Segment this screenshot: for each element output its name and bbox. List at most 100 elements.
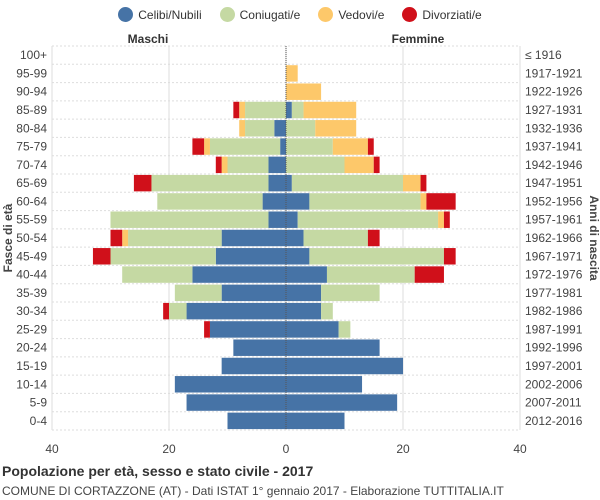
bar-female-nubili xyxy=(286,229,304,247)
legend-item-divorziati: Divorziati/e xyxy=(402,7,482,22)
x-tick-label: 20 xyxy=(396,442,410,456)
bar-male-celibi xyxy=(268,211,286,228)
bar-male-celibi xyxy=(274,120,286,137)
birth-year-label: 1952-1956 xyxy=(525,194,583,208)
bar-female-coniugate xyxy=(309,248,444,265)
bar-male-coniugati xyxy=(128,229,222,247)
header-femmine: Femmine xyxy=(392,32,445,46)
age-group-label: 35-39 xyxy=(16,286,47,300)
bar-female-vedove xyxy=(315,120,357,137)
bar-female-vedove xyxy=(286,83,322,100)
bar-female-coniugate xyxy=(286,138,333,155)
birth-year-label: 2012-2016 xyxy=(525,414,583,428)
bar-female-divorziate xyxy=(426,193,456,210)
age-group-label: 55-59 xyxy=(16,213,47,227)
bar-female-nubili xyxy=(286,284,322,302)
chart-title: Popolazione per età, sesso e stato civil… xyxy=(2,463,314,479)
age-group-label: 50-54 xyxy=(16,231,47,245)
age-group-label: 90-94 xyxy=(16,85,47,99)
legend: Celibi/Nubili Coniugati/e Vedovi/e Divor… xyxy=(0,7,600,22)
age-group-label: 45-49 xyxy=(16,249,47,263)
birth-year-label: 1972-1976 xyxy=(525,268,583,282)
bar-female-nubili xyxy=(286,412,345,430)
bar-male-celibi xyxy=(221,229,286,247)
bar-male-celibi xyxy=(233,339,286,356)
bar-female-coniugate xyxy=(338,321,351,338)
legend-label-divorziati: Divorziati/e xyxy=(422,7,482,22)
birth-year-label: 1927-1931 xyxy=(525,103,583,117)
age-group-label: 80-84 xyxy=(16,121,47,135)
bar-male-coniugati xyxy=(245,101,286,119)
birth-year-label: 1932-1936 xyxy=(525,121,583,135)
bar-male-divorziati xyxy=(163,302,169,320)
bar-female-coniugate xyxy=(321,284,380,302)
y-axis-title-left: Fasce di età xyxy=(1,203,15,272)
bar-male-celibi xyxy=(268,156,286,174)
birth-year-label: 1947-1951 xyxy=(525,176,583,190)
bar-female-nubili xyxy=(286,248,310,265)
bar-female-coniugate xyxy=(291,174,403,192)
birth-year-label: 1962-1966 xyxy=(525,231,583,245)
bar-male-coniugati xyxy=(122,266,193,283)
legend-label-vedovi: Vedovi/e xyxy=(338,7,385,22)
bar-female-nubili xyxy=(286,193,310,210)
bar-male-celibi xyxy=(221,284,286,302)
birth-year-label: ≤ 1916 xyxy=(525,48,562,62)
bar-male-divorziati xyxy=(192,138,205,155)
bar-female-divorziate xyxy=(443,248,456,265)
bar-female-nubili xyxy=(286,376,363,393)
bar-male-divorziati xyxy=(92,248,111,265)
bar-male-vedovi xyxy=(204,138,210,155)
bar-male-celibi xyxy=(215,248,286,265)
bar-female-vedove xyxy=(332,138,368,155)
birth-year-label: 1922-1926 xyxy=(525,85,583,99)
bar-female-coniugate xyxy=(326,266,415,283)
bar-male-divorziati xyxy=(110,229,123,247)
bar-female-coniugate xyxy=(286,120,316,137)
chart-subtitle: COMUNE DI CORTAZZONE (AT) - Dati ISTAT 1… xyxy=(2,484,504,498)
x-tick-label: 20 xyxy=(162,442,176,456)
x-tick-label: 40 xyxy=(513,442,527,456)
bar-male-coniugati xyxy=(169,302,187,320)
bar-female-vedove xyxy=(286,65,298,82)
bar-female-coniugate xyxy=(297,211,439,228)
bar-male-celibi xyxy=(174,376,286,393)
bar-male-vedovi xyxy=(221,156,228,174)
age-group-label: 5-9 xyxy=(30,396,48,410)
legend-swatch-divorziati xyxy=(402,7,418,22)
age-group-label: 40-44 xyxy=(16,268,47,282)
age-group-label: 10-14 xyxy=(16,377,47,391)
age-group-label: 85-89 xyxy=(16,103,47,117)
legend-item-celibi: Celibi/Nubili xyxy=(118,7,202,22)
bar-female-vedove xyxy=(344,156,374,174)
legend-swatch-vedovi xyxy=(318,7,334,22)
bar-male-celibi xyxy=(262,193,286,210)
bar-male-celibi xyxy=(268,174,286,192)
bar-female-divorziate xyxy=(420,174,427,192)
birth-year-label: 2007-2011 xyxy=(525,396,582,410)
age-group-label: 0-4 xyxy=(30,414,48,428)
bar-female-nubili xyxy=(286,321,339,338)
bar-male-vedovi xyxy=(239,101,246,119)
age-group-label: 75-79 xyxy=(16,140,47,154)
bar-female-divorziate xyxy=(373,156,380,174)
bar-female-divorziate xyxy=(367,138,374,155)
bar-female-divorziate xyxy=(414,266,444,283)
bar-female-coniugate xyxy=(309,193,421,210)
birth-year-label: 1997-2001 xyxy=(525,359,583,373)
bar-female-coniugate xyxy=(286,156,345,174)
legend-item-vedovi: Vedovi/e xyxy=(318,7,384,22)
bar-male-coniugati xyxy=(227,156,269,174)
bar-female-divorziate xyxy=(443,211,450,228)
bar-male-divorziati xyxy=(133,174,152,192)
bar-male-celibi xyxy=(280,138,286,155)
bar-male-vedovi xyxy=(122,229,129,247)
bar-male-coniugati xyxy=(209,138,281,155)
bar-male-coniugati xyxy=(157,193,263,210)
bar-male-divorziati xyxy=(233,101,240,119)
bar-male-coniugati xyxy=(110,211,269,228)
bar-male-divorziati xyxy=(215,156,222,174)
legend-item-coniugati: Coniugati/e xyxy=(219,7,301,22)
legend-label-coniugati: Coniugati/e xyxy=(239,7,301,22)
